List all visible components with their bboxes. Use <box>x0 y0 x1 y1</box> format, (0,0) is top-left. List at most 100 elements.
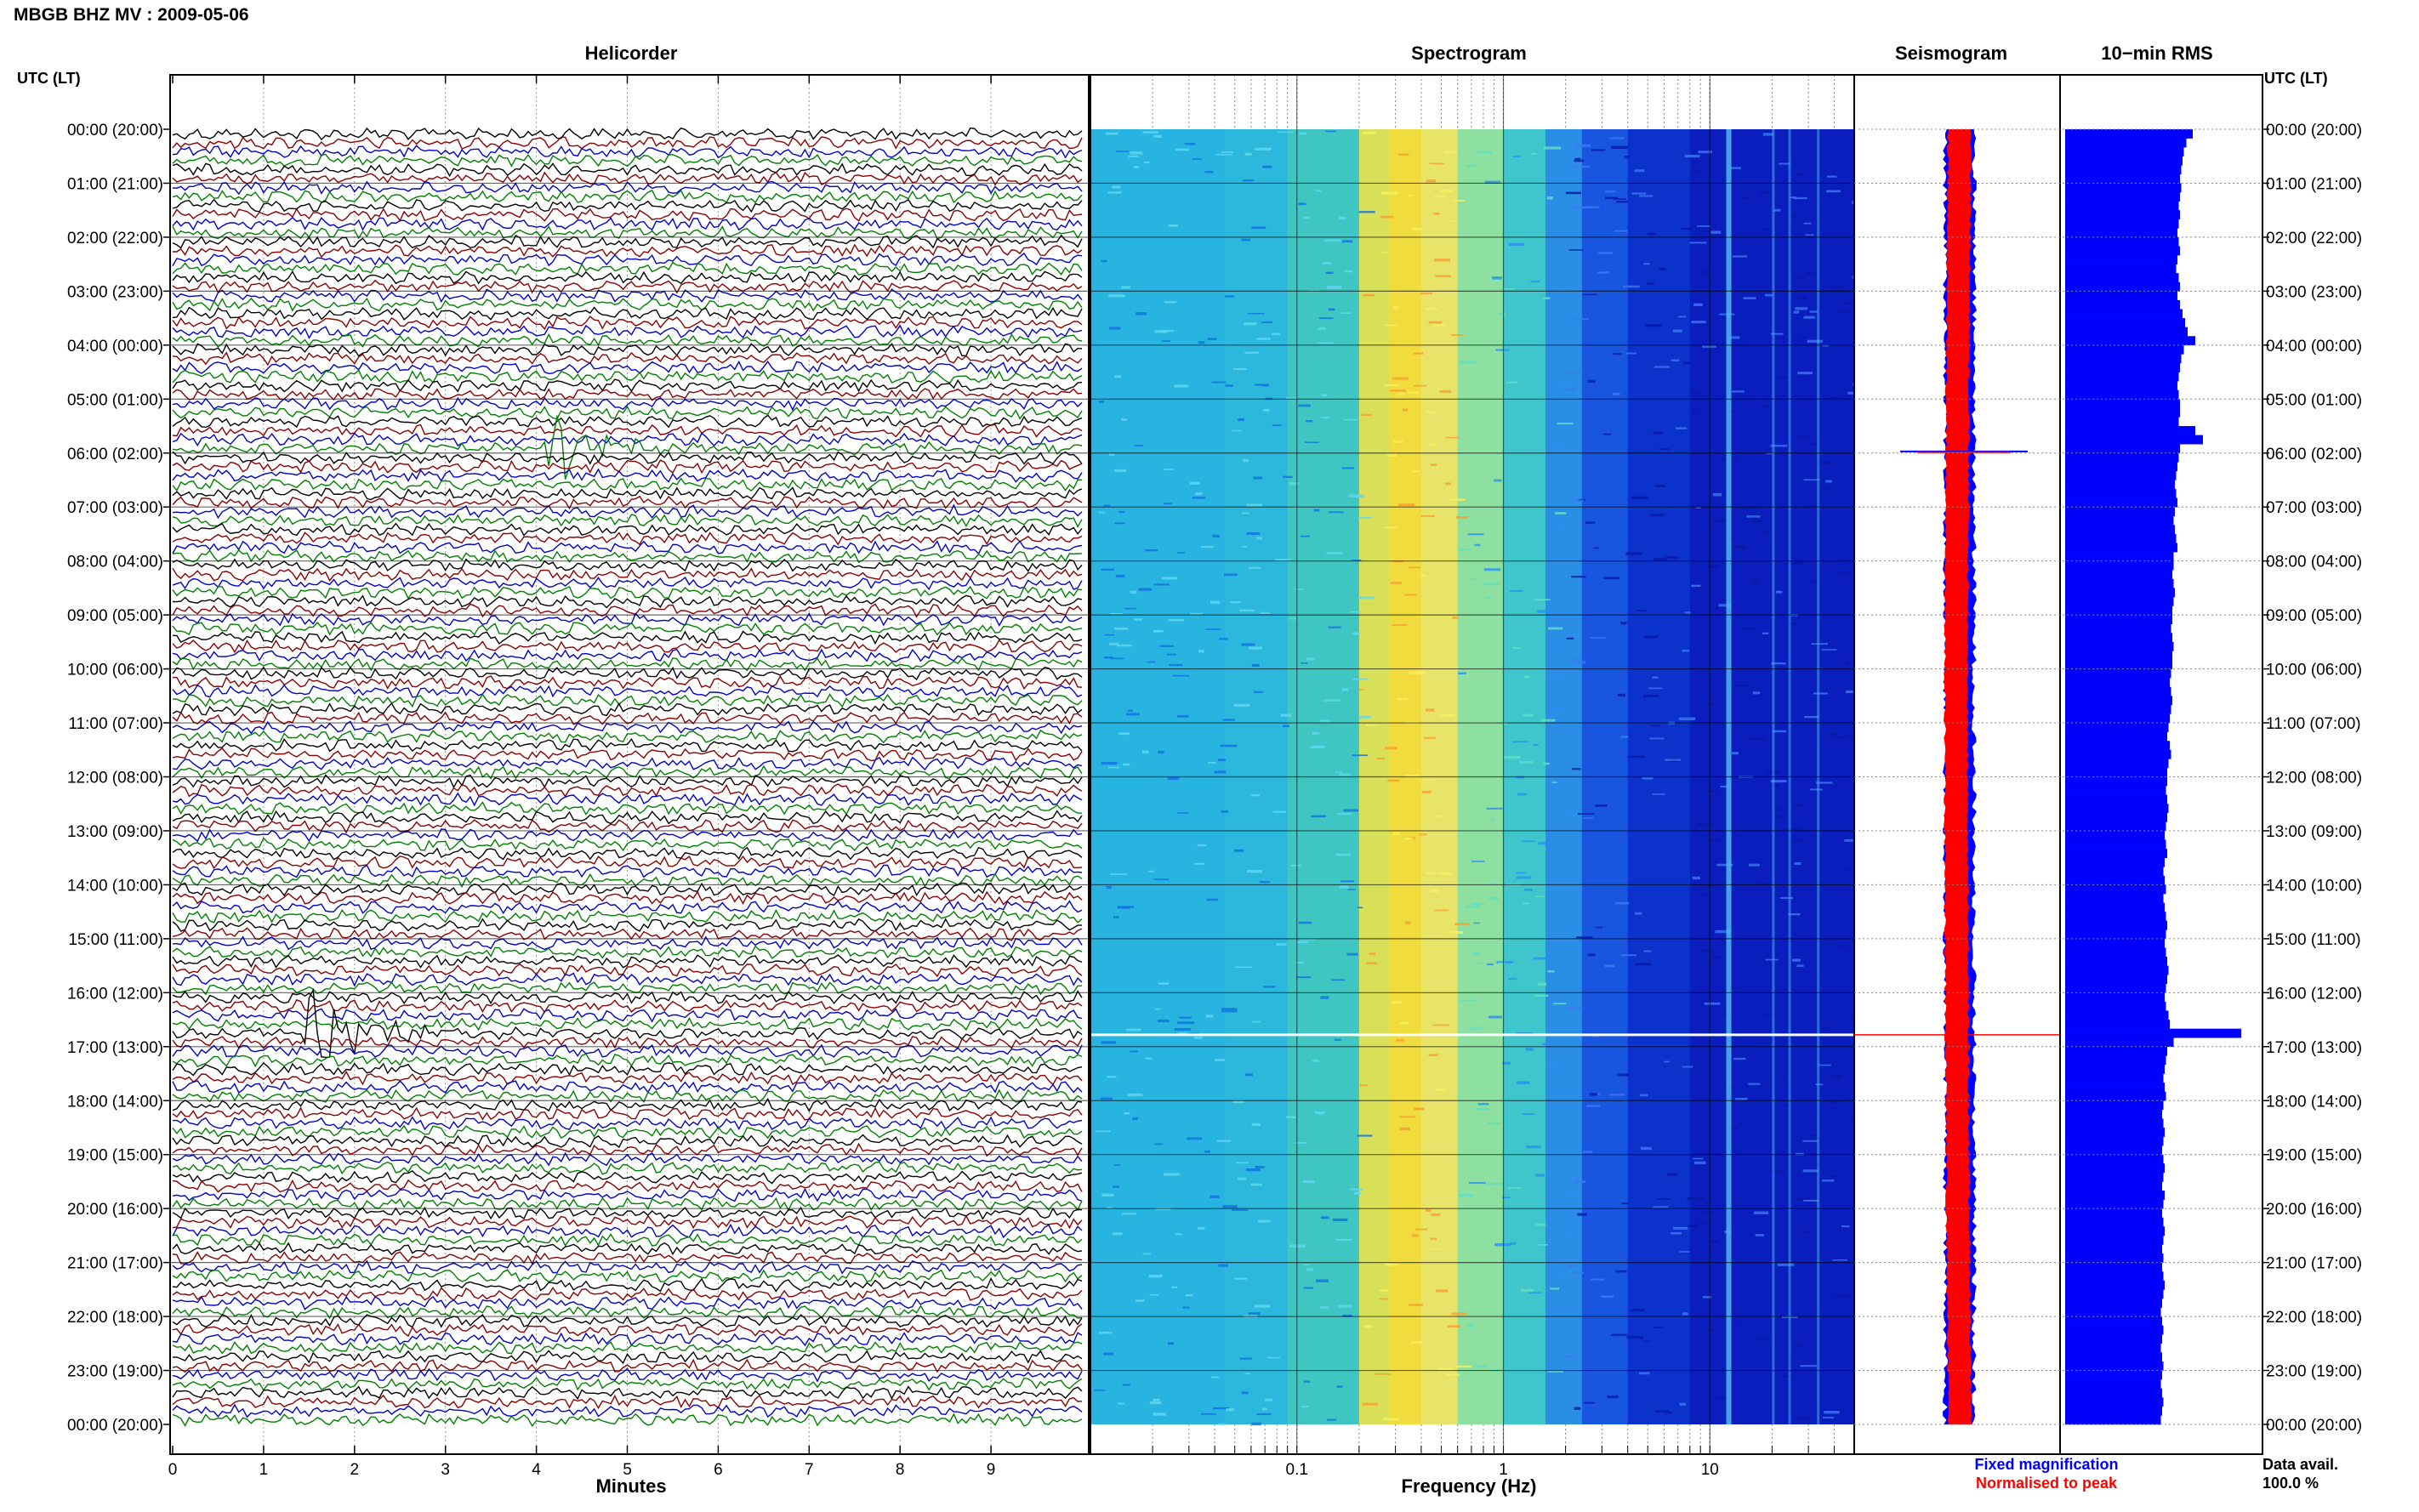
helicorder-trace <box>172 765 1083 780</box>
spectrogram-texture <box>1779 896 1794 899</box>
spectrogram-texture <box>1667 1173 1678 1176</box>
spectrogram-texture <box>1301 662 1308 664</box>
helicorder-trace <box>172 343 1083 357</box>
spectrogram-texture <box>1251 794 1260 797</box>
spectrogram-texture <box>1696 822 1713 826</box>
spectrogram-texture <box>1182 1306 1190 1309</box>
spectrogram-texture <box>1641 1146 1652 1151</box>
spectrogram-texture <box>1698 151 1712 154</box>
helicorder-x-tick-label: 3 <box>441 1461 450 1479</box>
rms-bar <box>2065 957 2167 966</box>
spectrogram-texture <box>1804 715 1819 719</box>
spectrogram-texture <box>1225 384 1233 387</box>
rms-bar <box>2065 1028 2241 1038</box>
rms-bar <box>2065 1145 2162 1156</box>
spectrogram-texture <box>1219 638 1228 640</box>
helicorder-trace <box>172 1043 1083 1058</box>
spectrogram-texture <box>1771 1169 1785 1173</box>
spectrogram-texture <box>1255 1165 1265 1168</box>
helicorder-trace <box>172 1080 1083 1094</box>
spectrogram-texture <box>1321 416 1329 418</box>
helicorder-trace <box>172 1367 1083 1383</box>
spectrogram-texture <box>1363 293 1375 297</box>
spectrogram-texture <box>1655 485 1665 487</box>
spectrogram-texture <box>1591 1278 1604 1281</box>
spectrogram-texture <box>1816 782 1833 784</box>
helicorder-trace <box>172 549 1083 564</box>
rms-bar <box>2065 354 2182 364</box>
spectrogram-texture <box>1420 292 1433 295</box>
right-time-label: 13:00 (09:00) <box>2266 823 2362 841</box>
spectrogram-texture <box>1807 339 1823 343</box>
spectrogram-texture <box>1318 327 1326 331</box>
spectrogram-texture <box>1167 1342 1175 1345</box>
spectrogram-texture <box>1742 628 1759 630</box>
seismogram-panel <box>1853 74 2061 1455</box>
spectrogram-texture <box>1566 1007 1583 1010</box>
rms-bar <box>2065 1208 2162 1219</box>
helicorder-trace <box>172 171 1083 186</box>
spectrogram-texture <box>1409 671 1426 674</box>
helicorder-trace <box>172 216 1083 231</box>
spectrogram-texture <box>1474 1107 1489 1111</box>
spectrogram-texture <box>1113 1185 1119 1188</box>
spectrogram-texture <box>1718 604 1732 607</box>
spectrogram-texture <box>1432 1024 1450 1026</box>
helicorder-trace <box>172 864 1083 878</box>
spectrogram-texture <box>1435 275 1451 277</box>
spectrogram-texture <box>1645 324 1663 327</box>
spectrogram-texture <box>1516 1032 1534 1034</box>
spectrogram-texture <box>1687 1197 1704 1201</box>
spectrogram-texture <box>1130 151 1143 155</box>
spectrogram-texture <box>1113 469 1127 472</box>
spectrogram-texture <box>1620 735 1629 738</box>
spectrogram-texture <box>1728 410 1739 412</box>
helicorder-trace <box>172 1385 1083 1401</box>
spectrogram-texture <box>1583 1151 1593 1153</box>
spectrogram-texture <box>1710 230 1722 234</box>
spectrogram-texture <box>1756 1338 1770 1341</box>
spectrogram-texture <box>1153 878 1170 881</box>
rms-bar <box>2065 560 2174 571</box>
spectrogram-texture <box>1534 895 1545 898</box>
left-time-label: 17:00 (13:00) <box>67 1039 163 1057</box>
spectrogram-texture <box>1423 736 1436 739</box>
spectrogram-texture <box>1647 232 1656 236</box>
helicorder-x-tick-label: 6 <box>714 1461 723 1479</box>
helicorder-trace <box>172 432 1083 447</box>
spectrogram-texture <box>1551 782 1557 783</box>
helicorder-trace <box>172 388 1083 401</box>
rms-bar <box>2065 228 2177 238</box>
spectrogram-texture <box>1727 456 1738 458</box>
spectrogram-texture <box>1501 288 1516 290</box>
rms-bar <box>2065 219 2179 229</box>
spectrogram-texture <box>1218 1423 1227 1426</box>
spectrogram-x-tick-label: 1 <box>1499 1461 1508 1479</box>
spectrogram-texture <box>1212 534 1221 538</box>
rms-bar <box>2065 372 2179 382</box>
spectrogram-texture <box>1357 596 1375 600</box>
spectrogram-texture <box>1743 297 1756 300</box>
spectrogram-texture <box>1153 1398 1160 1401</box>
spectrogram-texture <box>1387 453 1397 458</box>
spectrogram-texture <box>1285 397 1298 400</box>
spectrogram-texture <box>1620 954 1636 957</box>
spectrogram-texture <box>1114 628 1129 630</box>
spectrogram-texture <box>1516 876 1532 879</box>
spectrogram-texture <box>1328 626 1341 628</box>
spectrogram-texture <box>1384 747 1397 750</box>
spectrogram-texture <box>1528 1292 1542 1294</box>
spectrogram-texture <box>1164 301 1177 304</box>
spectrogram-texture <box>1353 1191 1362 1195</box>
spectrogram-texture <box>1574 159 1585 162</box>
helicorder-trace <box>172 1233 1083 1248</box>
spectrogram-texture <box>1177 714 1189 718</box>
spectrogram-texture <box>1234 1277 1247 1280</box>
spectrogram-texture <box>1113 916 1119 919</box>
spectrogram-texture <box>1548 674 1565 678</box>
spectrogram-texture <box>1117 906 1130 909</box>
spectrogram-texture <box>1335 1238 1352 1242</box>
spectrogram-texture <box>1835 1294 1852 1297</box>
spectrogram-texture <box>1414 1107 1425 1111</box>
spectrogram-texture <box>1108 294 1125 298</box>
